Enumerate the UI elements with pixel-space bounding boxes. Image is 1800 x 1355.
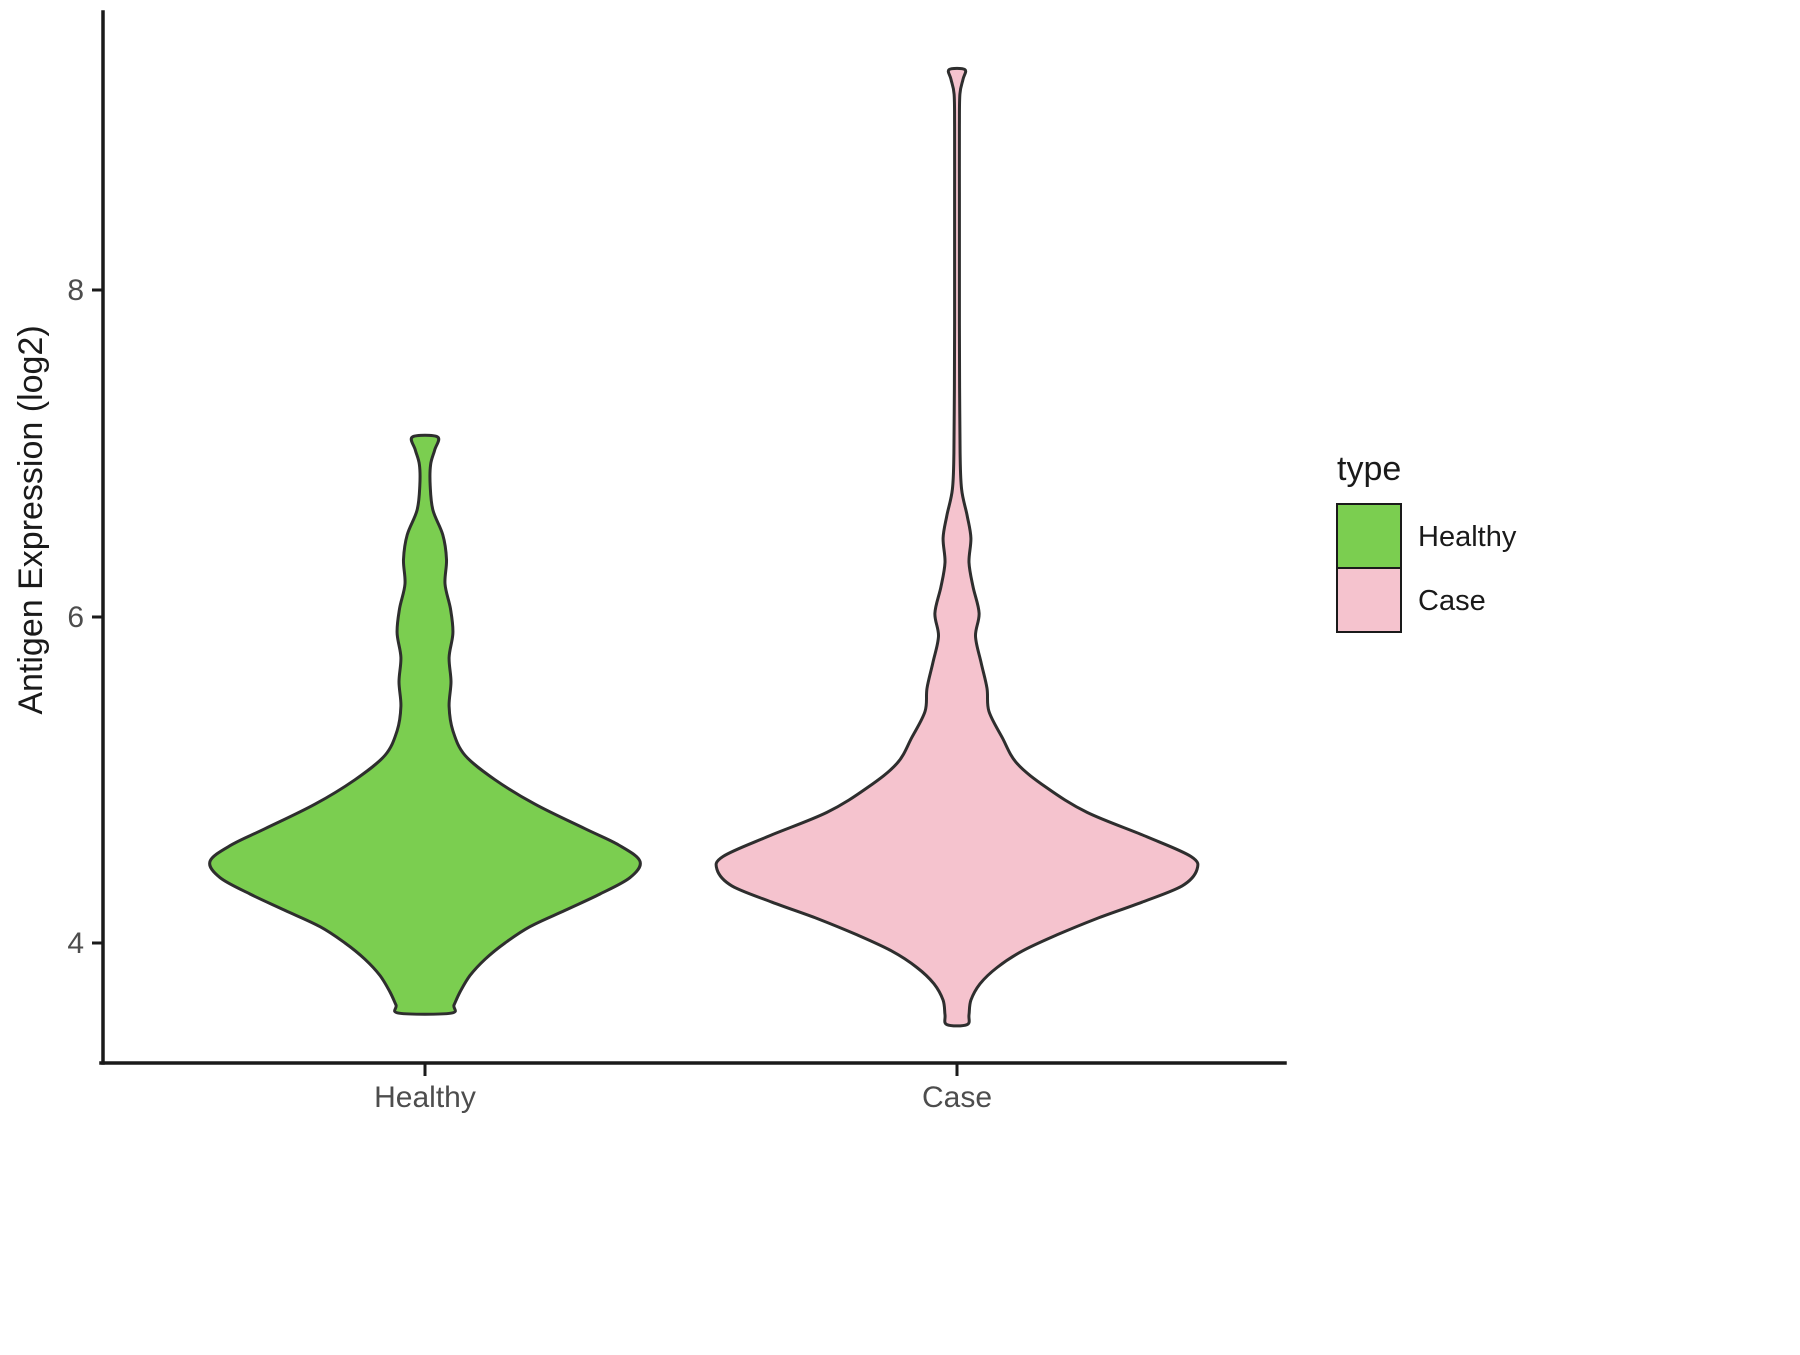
x-category-label-case: Case [922, 1081, 992, 1114]
x-ticks: Healthy Case [374, 1063, 992, 1114]
x-category-label-healthy: Healthy [374, 1081, 476, 1114]
violin-case [714, 66, 1200, 1028]
y-ticks: 4 6 8 [67, 274, 103, 960]
y-tick-label: 8 [67, 274, 84, 307]
legend-title: type [1337, 450, 1401, 488]
legend-swatch-case [1336, 567, 1402, 633]
violin-healthy [208, 433, 642, 1016]
axes: 4 6 8 Healthy Case [67, 10, 1287, 1114]
legend: type Healthy Case [1336, 450, 1517, 633]
y-tick-label: 4 [67, 927, 84, 960]
y-axis-title: Antigen Expression (log2) [12, 325, 50, 714]
legend-swatch-healthy [1336, 503, 1402, 569]
y-tick-label: 6 [67, 601, 84, 634]
legend-label-healthy: Healthy [1418, 521, 1517, 553]
legend-label-case: Case [1418, 585, 1486, 617]
